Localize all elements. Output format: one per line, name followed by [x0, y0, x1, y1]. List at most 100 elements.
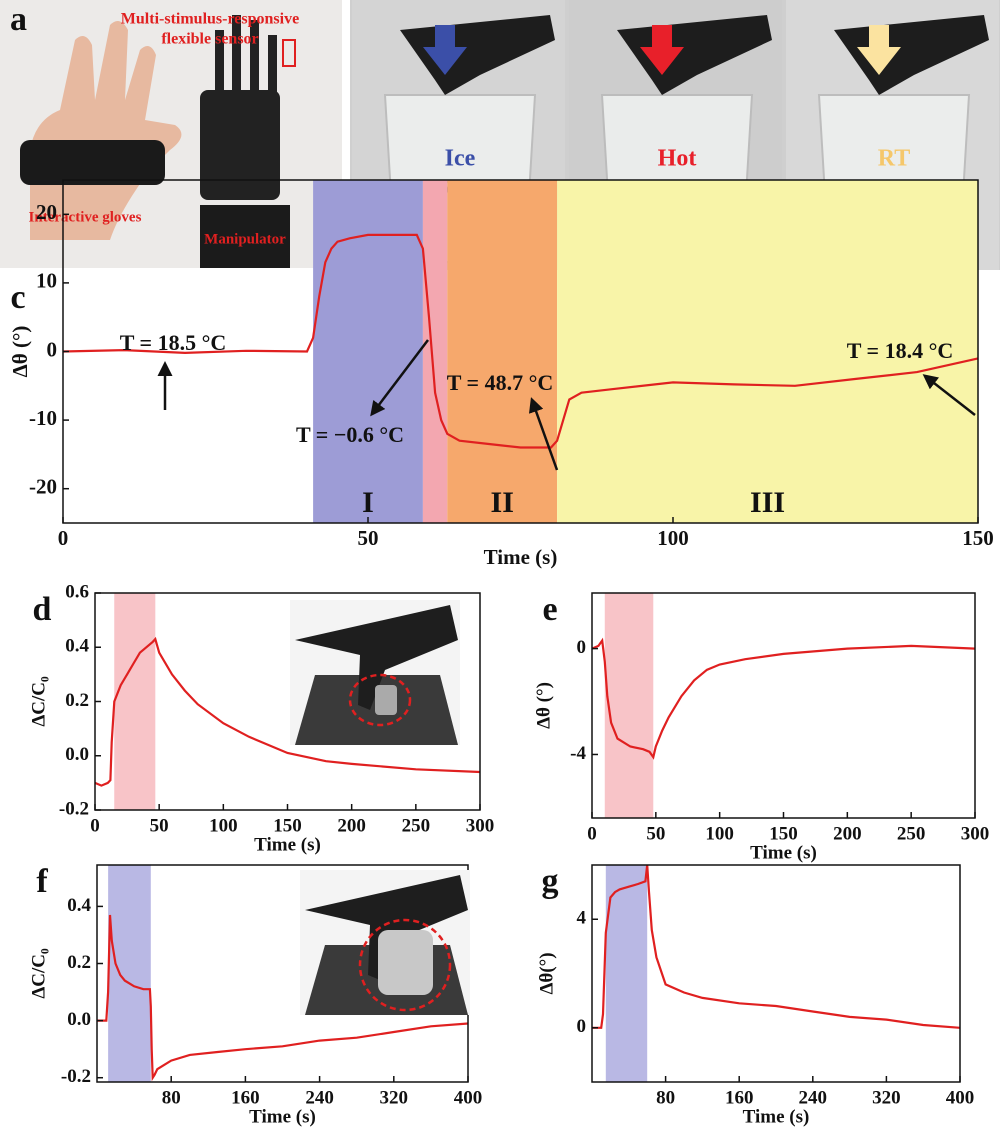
hand: [30, 21, 182, 240]
data-line: [591, 637, 976, 760]
shaded-region: [114, 593, 156, 810]
panel-label: e: [542, 591, 557, 628]
x-axis-label: Time (s): [750, 842, 817, 863]
y-tick-label: 0.4: [67, 895, 91, 916]
x-axis-label: Time (s): [743, 1106, 810, 1127]
x-tick-label: 50: [358, 526, 379, 550]
x-axis-label: Time (s): [484, 545, 558, 569]
arrow: [857, 25, 901, 75]
photo-label: flexible sensor: [161, 31, 258, 48]
beaker-label: Ice: [445, 146, 476, 172]
photo-a: a Multi-stimulus-responsive flexible sen…: [0, 0, 342, 268]
region-label: III: [750, 486, 785, 519]
annotation-arrow: [528, 397, 559, 471]
panel-label: a: [10, 1, 27, 38]
x-tick-label: 100: [209, 815, 238, 836]
manipulator-hand: [200, 90, 280, 200]
inset-finger: [305, 875, 468, 980]
x-axis-label: Time (s): [254, 834, 321, 855]
data-line: [62, 233, 979, 449]
y-tick-label: -4: [570, 743, 586, 764]
region-label: I: [362, 486, 374, 519]
x-tick-label: 240: [799, 1087, 828, 1108]
photo-label: Multi-stimulus-responsive: [121, 11, 299, 28]
panel-label: g: [542, 863, 559, 900]
y-tick-label: 20: [36, 200, 57, 224]
x-tick-label: 50: [646, 823, 665, 844]
x-tick-label: 400: [946, 1087, 975, 1108]
y-tick-label: 10: [36, 269, 57, 293]
x-axis-label: Time (s): [249, 1106, 316, 1127]
shaded-region: [447, 180, 558, 523]
y-tick-label: -0.2: [61, 1066, 91, 1087]
annotation: T = 18.4 °C: [847, 338, 954, 363]
glove: [20, 140, 165, 185]
beaker-label: Hot: [658, 146, 697, 172]
photo-label: Manipulator: [204, 231, 286, 247]
y-axis-label: Δθ (°): [8, 326, 32, 378]
x-tick-label: 300: [961, 823, 990, 844]
x-tick-label: 0: [587, 823, 597, 844]
annotation: T = 18.5 °C: [120, 330, 227, 355]
shaded-region: [422, 180, 448, 523]
x-tick-label: 320: [872, 1087, 901, 1108]
x-tick-label: 250: [402, 815, 431, 836]
panel-label: d: [33, 591, 52, 628]
annotation-arrow: [922, 374, 976, 416]
annotation-arrow: [370, 339, 429, 417]
y-tick-label: 0.0: [67, 1009, 91, 1030]
shaded-region: [108, 865, 151, 1082]
x-tick-label: 100: [705, 823, 734, 844]
x-tick-label: 300: [466, 815, 495, 836]
y-tick-label: -10: [29, 406, 57, 430]
y-axis-label: ΔC/C₀: [28, 948, 49, 999]
x-tick-label: 320: [380, 1087, 409, 1108]
x-tick-label: 100: [657, 526, 689, 550]
inset-circle: [358, 918, 452, 1012]
y-tick-label: 0.4: [65, 636, 89, 657]
y-tick-label: 0.2: [65, 690, 89, 711]
data-line: [94, 636, 481, 787]
x-tick-label: 160: [231, 1087, 260, 1108]
data-line: [97, 914, 469, 1082]
annotation: T = −0.6 °C: [296, 422, 404, 447]
y-tick-label: 0: [47, 337, 58, 361]
y-axis-label: ΔC/C₀: [28, 676, 49, 727]
data-line: [592, 864, 961, 1029]
shaded-region: [557, 180, 978, 523]
plot-frame: [591, 864, 961, 1083]
shaded-region: [605, 865, 648, 1082]
inset-jar: [378, 930, 433, 995]
x-tick-label: 80: [656, 1087, 675, 1108]
inset-photo: [290, 600, 460, 745]
y-tick-label: 0.2: [67, 952, 91, 973]
y-tick-label: -0.2: [59, 798, 89, 819]
inset-weight: [375, 685, 397, 715]
x-tick-label: 240: [305, 1087, 334, 1108]
y-tick-label: 0: [577, 1016, 587, 1037]
x-tick-label: 160: [725, 1087, 754, 1108]
inset-photo: [300, 870, 470, 1015]
panel-label: f: [36, 863, 48, 900]
region-label: II: [491, 486, 514, 519]
arrow: [640, 25, 684, 75]
x-tick-label: 50: [150, 815, 169, 836]
photo-label: Interactive gloves: [29, 209, 142, 225]
inset-circle: [348, 673, 412, 727]
x-tick-label: 80: [162, 1087, 181, 1108]
x-tick-label: 150: [962, 526, 994, 550]
y-tick-label: 0.0: [65, 744, 89, 765]
x-tick-label: 150: [273, 815, 302, 836]
x-tick-label: 400: [454, 1087, 483, 1108]
y-tick-label: 0: [577, 637, 587, 658]
inset-finger: [295, 605, 458, 710]
shaded-region: [313, 180, 423, 523]
x-tick-label: 0: [58, 526, 69, 550]
x-tick-label: 0: [90, 815, 100, 836]
x-tick-label: 200: [833, 823, 862, 844]
arrow: [423, 25, 467, 75]
y-tick-label: 0.6: [65, 581, 89, 602]
y-tick-label: 4: [577, 908, 587, 929]
beaker-label: RT: [878, 146, 911, 172]
